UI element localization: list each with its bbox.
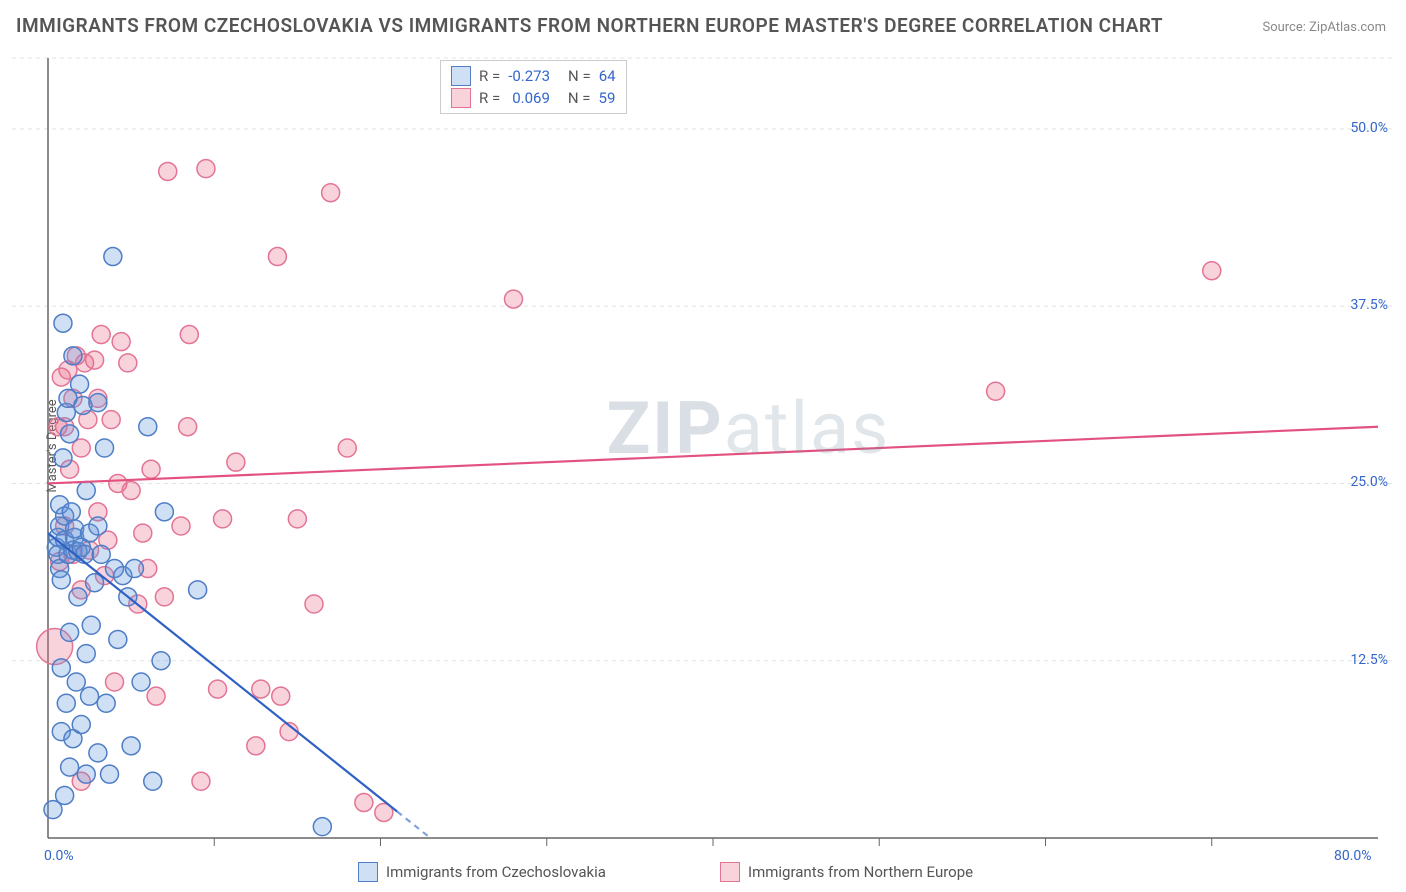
legend-b-r: 0.069 (512, 87, 550, 109)
legend-row-b: R = 0.069 N = 59 (451, 87, 616, 109)
y-tick-label: 25.0% (1350, 474, 1388, 490)
legend-n-label: N = (568, 65, 591, 87)
legend-row-a: R = -0.273 N = 64 (451, 65, 616, 87)
scatter-plot (0, 0, 1406, 892)
y-tick-label: 37.5% (1350, 297, 1388, 313)
bottom-legend-b: Immigrants from Northern Europe (720, 862, 973, 882)
legend-r-label: R = (479, 87, 500, 109)
legend-a-n: 64 (599, 65, 616, 87)
legend-swatch-b (720, 862, 740, 882)
legend-n-label: N = (568, 87, 591, 109)
legend-swatch-b (451, 88, 471, 108)
bottom-legend-a: Immigrants from Czechoslovakia (358, 862, 606, 882)
y-tick-label: 12.5% (1350, 652, 1388, 668)
x-tick-label: 0.0% (44, 848, 74, 864)
legend-swatch-a (358, 862, 378, 882)
x-tick-label: 80.0% (1334, 848, 1372, 864)
legend-a-r: -0.273 (508, 65, 550, 87)
legend-b-label: Immigrants from Northern Europe (748, 863, 973, 881)
legend-swatch-a (451, 66, 471, 86)
correlation-legend: R = -0.273 N = 64 R = 0.069 N = 59 (440, 60, 627, 114)
legend-r-label: R = (479, 65, 500, 87)
legend-a-label: Immigrants from Czechoslovakia (386, 863, 606, 881)
y-tick-label: 50.0% (1350, 120, 1388, 136)
legend-b-n: 59 (599, 87, 616, 109)
